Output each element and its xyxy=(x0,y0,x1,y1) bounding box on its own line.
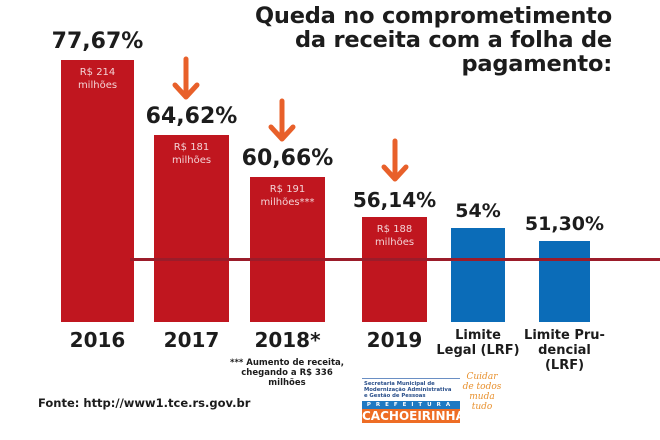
bar-value-label: 54% xyxy=(455,200,501,222)
title-line: pagamento: xyxy=(461,51,612,77)
down-arrow-icon xyxy=(172,56,200,100)
slogan-line: muda xyxy=(469,392,495,402)
category-label: 2019 xyxy=(366,328,423,352)
secretaria-line: Secretaria Municipal de xyxy=(364,381,435,387)
city-band: CACHOEIRINHA xyxy=(362,409,465,423)
category-label: 2016 xyxy=(69,328,126,352)
bar-2017: R$ 181 milhões xyxy=(154,135,229,322)
down-arrow-icon xyxy=(381,138,409,182)
secretaria-text: Secretaria Municipal de Modernização Adm… xyxy=(362,378,460,399)
bar-inner-label: R$ 188 milhões xyxy=(374,224,415,248)
bar-inner-label: R$ 191 milhões*** xyxy=(260,184,315,208)
bar-inner-label: R$ 181 milhões xyxy=(171,142,212,166)
bar-limite-prudencial-lrf- xyxy=(539,241,590,322)
bar-value-label: 51,30% xyxy=(524,213,605,235)
bar-value-label: 56,14% xyxy=(352,188,437,212)
down-arrow-icon xyxy=(268,98,296,142)
prefeitura-logo: Secretaria Municipal de Modernização Adm… xyxy=(362,378,465,434)
slogan-logo: Cuidar de todos muda tudo xyxy=(458,372,506,412)
title-line: Queda no comprometimento xyxy=(254,3,612,29)
category-label: Limite Pru-dencial (LRF) xyxy=(524,328,605,373)
secretaria-line: e Gestão de Pessoas xyxy=(364,393,426,399)
legal-limit-reference-line xyxy=(130,258,660,261)
bar-2018-: R$ 191 milhões*** xyxy=(250,177,325,322)
title-line: da receita com a folha de xyxy=(294,27,612,53)
bar-value-label: 64,62% xyxy=(145,104,238,129)
slogan-line: Cuidar xyxy=(466,372,498,382)
bar-value-label: 77,67% xyxy=(51,29,144,54)
bar-limite-legal-lrf- xyxy=(451,228,505,322)
footnote-line: *** Aumento de receita, xyxy=(230,358,344,368)
bar-value-label: 60,66% xyxy=(241,146,334,171)
bar-inner-label: R$ 214 milhões xyxy=(77,67,118,91)
category-label: 2017 xyxy=(163,328,220,352)
bar-2019: R$ 188 milhões xyxy=(362,217,427,322)
source-text: Fonte: http://www1.tce.rs.gov.br xyxy=(38,396,251,410)
category-label: 2018* xyxy=(254,328,321,352)
chart-title: Queda no comprometimento da receita com … xyxy=(192,4,612,76)
prefeitura-band: PREFEITURA xyxy=(362,401,460,409)
footnote: *** Aumento de receita, chegando a R$ 33… xyxy=(222,358,352,388)
category-label: Limite Legal (LRF) xyxy=(436,328,520,358)
footnote-line: chegando a R$ 336 milhões xyxy=(241,368,333,388)
bar-2016: R$ 214 milhões xyxy=(61,60,134,322)
slogan-line: tudo xyxy=(471,402,493,412)
secretaria-line: Modernização Administrativa xyxy=(364,387,452,393)
slogan-line: de todos xyxy=(462,382,502,392)
